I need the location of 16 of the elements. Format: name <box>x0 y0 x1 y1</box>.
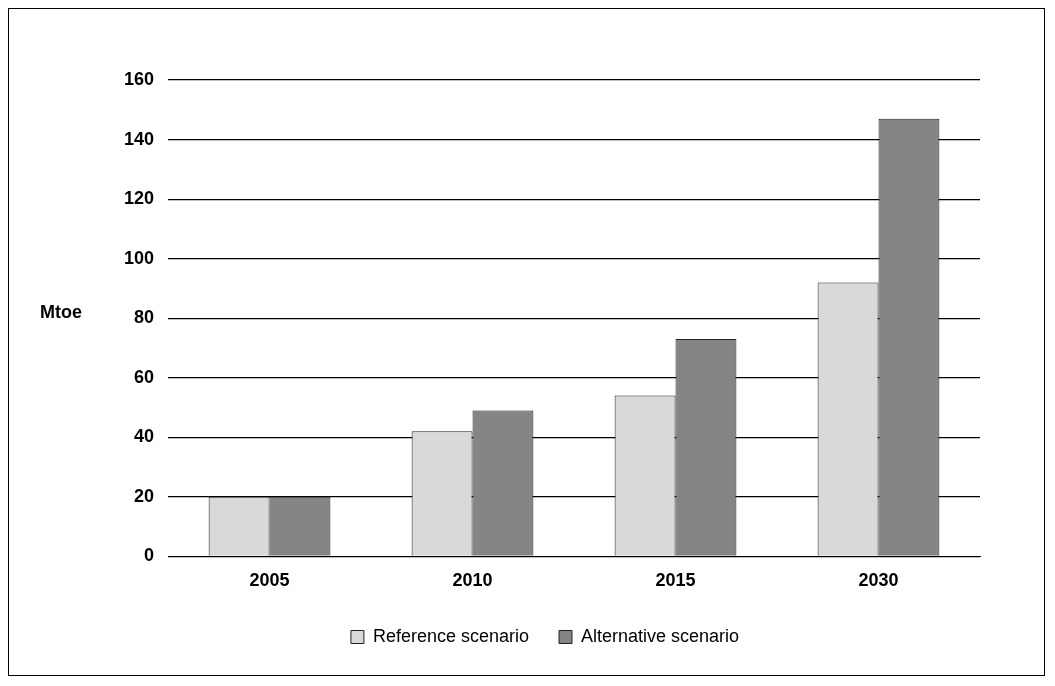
y-tick-label: 80 <box>134 307 155 328</box>
x-tick-label: 2010 <box>452 570 493 591</box>
y-tick-label: 0 <box>144 545 155 566</box>
x-tick-label: 2030 <box>858 570 899 591</box>
x-tick-label: 2015 <box>655 570 696 591</box>
y-tick-label: 40 <box>134 426 155 447</box>
y-tick-label: 140 <box>123 128 155 149</box>
y-tick-label: 120 <box>123 188 155 209</box>
legend-label: Reference scenario <box>372 625 530 646</box>
x-tick-label: 2005 <box>249 570 290 591</box>
y-tick-label: 160 <box>123 68 155 89</box>
y-axis-title: Mtoe <box>40 302 82 323</box>
legend-label: Alternative scenario <box>581 625 740 646</box>
y-tick-label: 60 <box>134 366 155 387</box>
y-tick-label: 100 <box>123 247 155 268</box>
y-tick-label: 20 <box>134 485 155 506</box>
